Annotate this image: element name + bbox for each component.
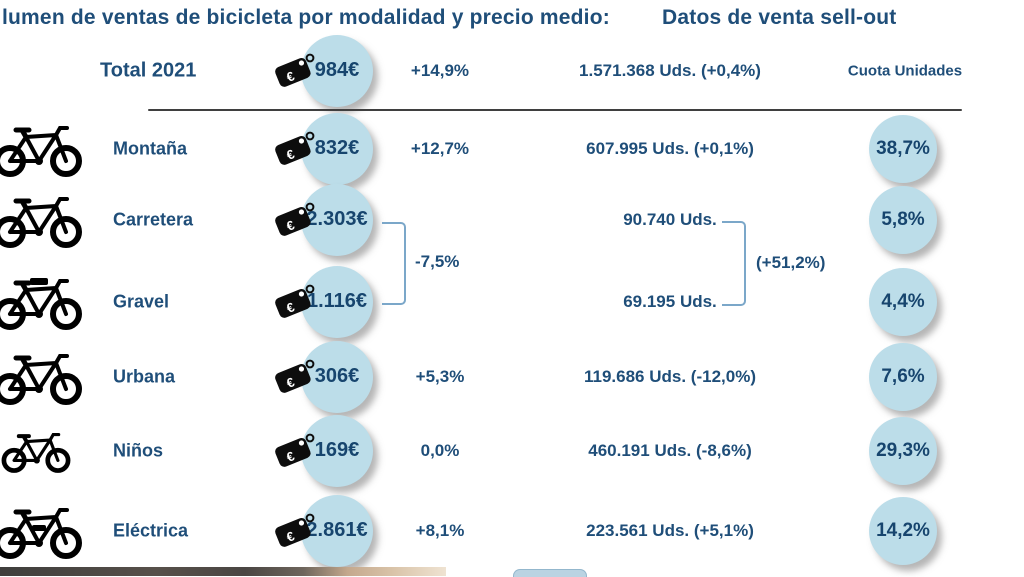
share-value: 4,4% <box>881 290 925 312</box>
share-circle: 5,8% <box>869 185 937 254</box>
row-label: Urbana <box>113 366 176 386</box>
units-value: 460.191 Uds. (-8,6%) <box>588 440 752 460</box>
units-value: 119.686 Uds. (-12,0%) <box>584 366 756 386</box>
price-change: +5,3% <box>415 366 465 386</box>
row-label: Niños <box>113 440 164 460</box>
total-price-change: +14,9% <box>410 60 470 80</box>
share-circle: 14,2% <box>869 496 937 565</box>
units-value: 223.561 Uds. (+5,1%) <box>586 520 754 540</box>
kids-bike-icon <box>0 427 72 475</box>
row-label: Carretera <box>113 209 194 229</box>
header-separator-line <box>148 109 962 111</box>
bottom-photo-thumbnail <box>513 569 587 577</box>
units-value: 90.740 Uds. <box>623 209 717 229</box>
row-ninos: Niños € 169€ 0,0% 460.191 Uds. (-8,6%) 2… <box>0 413 1024 488</box>
page-subtitle: Datos de venta sell-out <box>662 6 897 29</box>
row-label: Montaña <box>113 138 187 158</box>
share-value: 5,8% <box>881 208 925 230</box>
price-value: 306€ <box>314 365 360 387</box>
price-group-bracket <box>382 222 406 305</box>
price-circle: € 2.303€ <box>272 183 373 256</box>
gravel-bike-icon <box>0 272 84 332</box>
share-value: 7,6% <box>881 365 925 387</box>
share-value: 14,2% <box>876 519 930 541</box>
price-circle: € 1.116€ <box>272 265 373 338</box>
row-montana: Montaña € 832€ +12,7% 607.995 Uds. (+0,1… <box>0 111 1024 186</box>
price-circle: € 832€ <box>272 112 373 185</box>
row-electrica: Eléctrica € 2.861€ +8,1% 223.561 Uds. (+… <box>0 493 1024 568</box>
electric-bike-icon <box>0 501 84 561</box>
price-value: 169€ <box>314 439 360 461</box>
units-group-bracket <box>722 221 746 306</box>
bottom-photo-strip <box>0 567 446 576</box>
page-title: lumen de ventas de bicicleta por modalid… <box>2 6 610 29</box>
total-row: Total 2021 € 984€ +14,9% 1.571.368 Uds. … <box>0 33 1024 108</box>
total-label: Total 2021 <box>100 59 197 81</box>
price-group-change: -7,5% <box>415 252 460 271</box>
price-tag-icon: € <box>271 198 319 242</box>
price-value: 832€ <box>314 137 360 159</box>
row-gravel: Gravel € 1.116€ 69.195 Uds. 4,4% <box>0 264 1024 339</box>
price-circle: € 169€ <box>272 414 373 487</box>
row-urbana: Urbana € 306€ +5,3% 119.686 Uds. (-12,0%… <box>0 339 1024 414</box>
price-circle: € 306€ <box>272 340 373 413</box>
urban-folding-bike-icon <box>0 347 84 407</box>
units-value: 607.995 Uds. (+0,1%) <box>586 138 754 158</box>
price-change: +8,1% <box>415 520 465 540</box>
price-tag-icon: € <box>271 429 319 473</box>
price-tag-icon: € <box>271 509 319 553</box>
price-change: 0,0% <box>420 440 460 460</box>
total-units: 1.571.368 Uds. (+0,4%) <box>579 60 761 80</box>
units-value: 69.195 Uds. <box>623 291 717 311</box>
total-price-value: 984€ <box>314 59 360 81</box>
mountain-bike-icon <box>0 119 84 179</box>
row-label: Gravel <box>113 291 170 311</box>
price-tag-icon: € <box>271 49 319 93</box>
share-circle: 29,3% <box>869 416 937 485</box>
units-group-change: (+51,2%) <box>756 253 826 272</box>
share-circle: 4,4% <box>869 267 937 336</box>
share-value: 38,7% <box>876 137 930 159</box>
price-change: +12,7% <box>410 138 470 158</box>
price-tag-icon: € <box>271 355 319 399</box>
price-tag-icon: € <box>271 280 319 324</box>
share-circle: 38,7% <box>869 114 937 183</box>
row-carretera: Carretera € 2.303€ 90.740 Uds. 5,8% <box>0 182 1024 257</box>
road-bike-icon <box>0 190 84 250</box>
row-label: Eléctrica <box>113 520 189 540</box>
share-value: 29,3% <box>876 439 930 461</box>
price-tag-icon: € <box>271 127 319 171</box>
price-circle: € 2.861€ <box>272 494 373 567</box>
price-value: 1.116€ <box>306 290 368 312</box>
total-price-circle: € 984€ <box>272 34 373 107</box>
share-circle: 7,6% <box>869 342 937 411</box>
price-value: 2.861€ <box>306 519 368 541</box>
share-column-header: Cuota Unidades <box>847 62 963 79</box>
price-value: 2.303€ <box>306 208 368 230</box>
